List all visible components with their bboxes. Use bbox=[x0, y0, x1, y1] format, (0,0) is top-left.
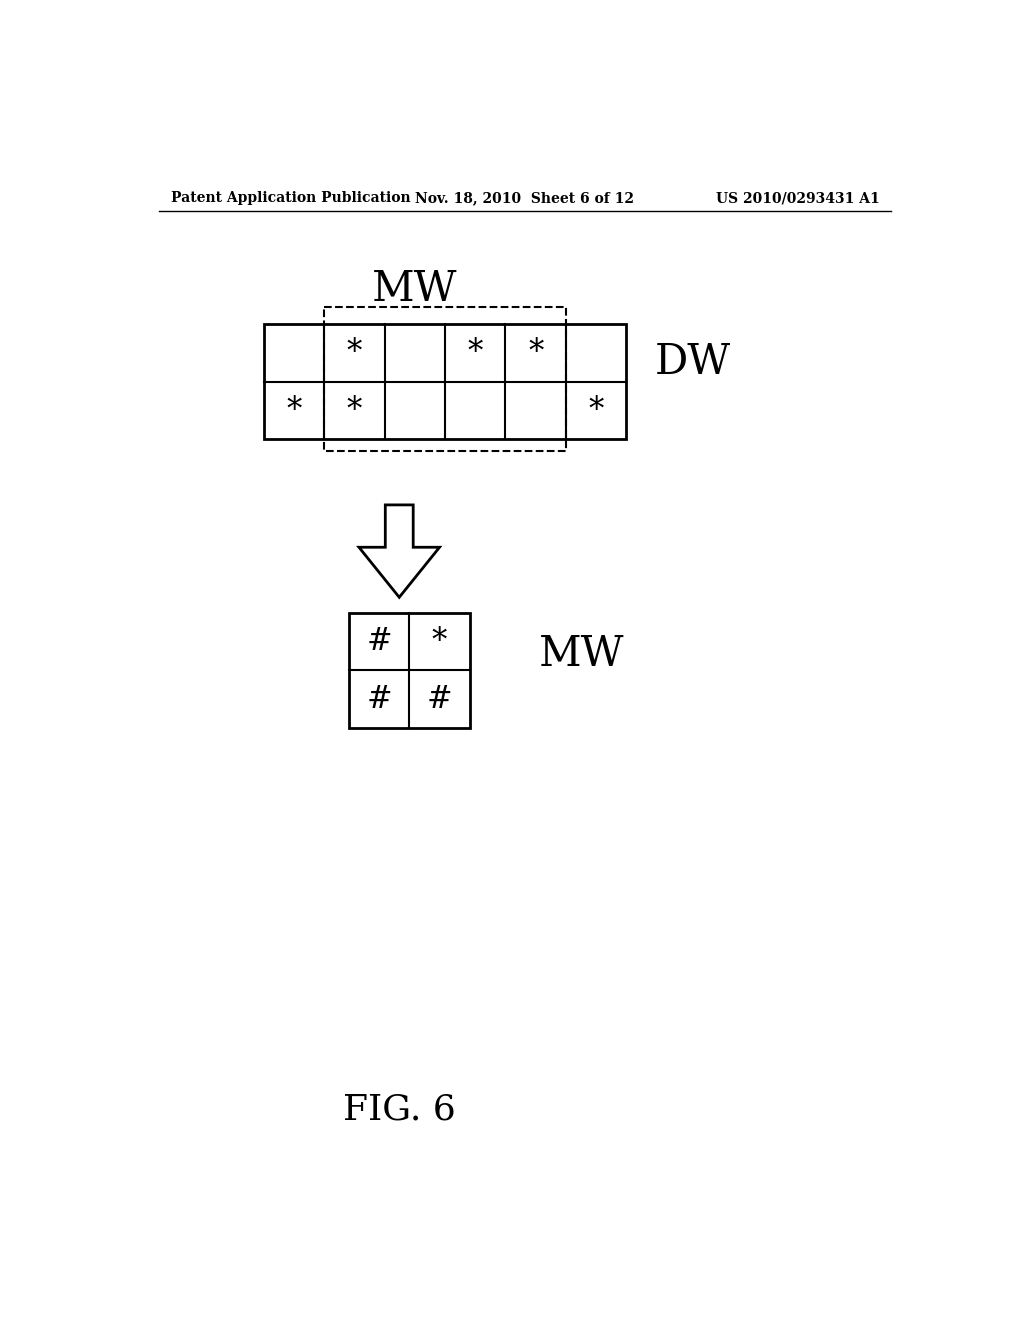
Text: US 2010/0293431 A1: US 2010/0293431 A1 bbox=[716, 191, 880, 206]
Text: MW: MW bbox=[372, 268, 458, 310]
Text: Patent Application Publication: Patent Application Publication bbox=[171, 191, 411, 206]
Text: *: * bbox=[346, 338, 362, 368]
Text: #: # bbox=[427, 684, 453, 715]
Text: *: * bbox=[286, 395, 301, 426]
Text: *: * bbox=[432, 626, 447, 657]
Text: *: * bbox=[346, 395, 362, 426]
Text: Nov. 18, 2010  Sheet 6 of 12: Nov. 18, 2010 Sheet 6 of 12 bbox=[416, 191, 634, 206]
Text: FIG. 6: FIG. 6 bbox=[343, 1093, 456, 1126]
Text: #: # bbox=[367, 626, 392, 657]
Text: *: * bbox=[468, 338, 483, 368]
Text: *: * bbox=[589, 395, 604, 426]
Bar bbox=[349, 612, 470, 729]
Text: *: * bbox=[528, 338, 544, 368]
Polygon shape bbox=[359, 506, 439, 597]
Text: #: # bbox=[367, 684, 392, 715]
Text: DW: DW bbox=[655, 342, 731, 383]
Bar bbox=[324, 308, 566, 451]
Bar bbox=[263, 323, 627, 440]
Text: MW: MW bbox=[539, 632, 625, 675]
